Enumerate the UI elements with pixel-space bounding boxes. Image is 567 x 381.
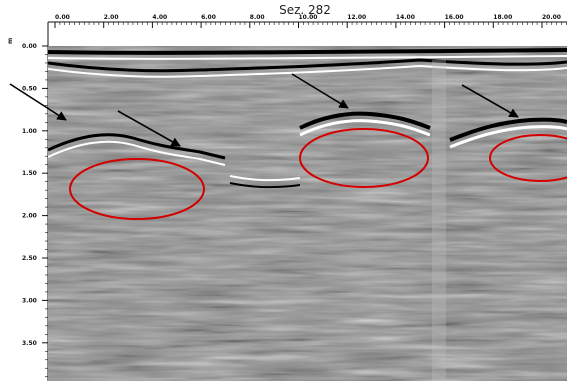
vertical-streak bbox=[432, 60, 446, 381]
figure-title: Sez. 282 bbox=[279, 3, 331, 17]
radargram-image bbox=[48, 46, 567, 381]
left-axis-tick-marks bbox=[42, 45, 48, 378]
x-tick-label: 2.00 bbox=[104, 14, 119, 21]
arrow-3 bbox=[291, 73, 349, 109]
highlight-ellipses bbox=[69, 128, 567, 220]
y-tick-label: 2.00 bbox=[22, 213, 37, 220]
y-tick-label: 1.50 bbox=[22, 170, 37, 177]
y-tick-label: 3.00 bbox=[22, 297, 37, 304]
x-tick-label: 20.00 bbox=[542, 14, 561, 21]
reflector-horizons bbox=[48, 111, 567, 189]
y-tick-label: 0.50 bbox=[22, 85, 37, 92]
top-axis-tick-labels: 0.00 2.00 4.00 6.00 8.00 10.00 12.00 14.00 16.00… bbox=[55, 14, 561, 21]
x-tick-label: 14.00 bbox=[396, 14, 415, 21]
arrow-2 bbox=[117, 110, 181, 147]
y-tick-label: 0.00 bbox=[22, 43, 37, 50]
x-tick-label: 8.00 bbox=[250, 14, 265, 21]
top-axis-tick-marks bbox=[54, 22, 567, 28]
x-tick-label: 6.00 bbox=[201, 14, 216, 21]
left-axis-tick-labels: 0.00 0.50 1.00 1.50 2.00 2.50 3.00 3.50 bbox=[22, 43, 37, 347]
x-tick-label: 4.00 bbox=[152, 14, 167, 21]
x-tick-label: 18.00 bbox=[493, 14, 512, 21]
y-tick-label: 1.00 bbox=[22, 128, 37, 135]
ellipse-1 bbox=[69, 158, 205, 220]
arrow-1 bbox=[9, 83, 67, 121]
surface-reflection-bands bbox=[48, 48, 567, 78]
x-tick-label: 0.00 bbox=[55, 14, 70, 21]
depth-unit-label: m bbox=[7, 38, 14, 44]
annotation-arrows bbox=[9, 73, 519, 147]
y-tick-label: 2.50 bbox=[22, 255, 37, 262]
y-tick-label: 3.50 bbox=[22, 340, 37, 347]
arrow-4 bbox=[461, 84, 519, 118]
x-tick-label: 16.00 bbox=[445, 14, 464, 21]
ellipse-2 bbox=[299, 128, 429, 188]
x-tick-label: 12.00 bbox=[347, 14, 366, 21]
ellipse-3 bbox=[489, 134, 567, 182]
x-tick-label: 10.00 bbox=[299, 14, 318, 21]
